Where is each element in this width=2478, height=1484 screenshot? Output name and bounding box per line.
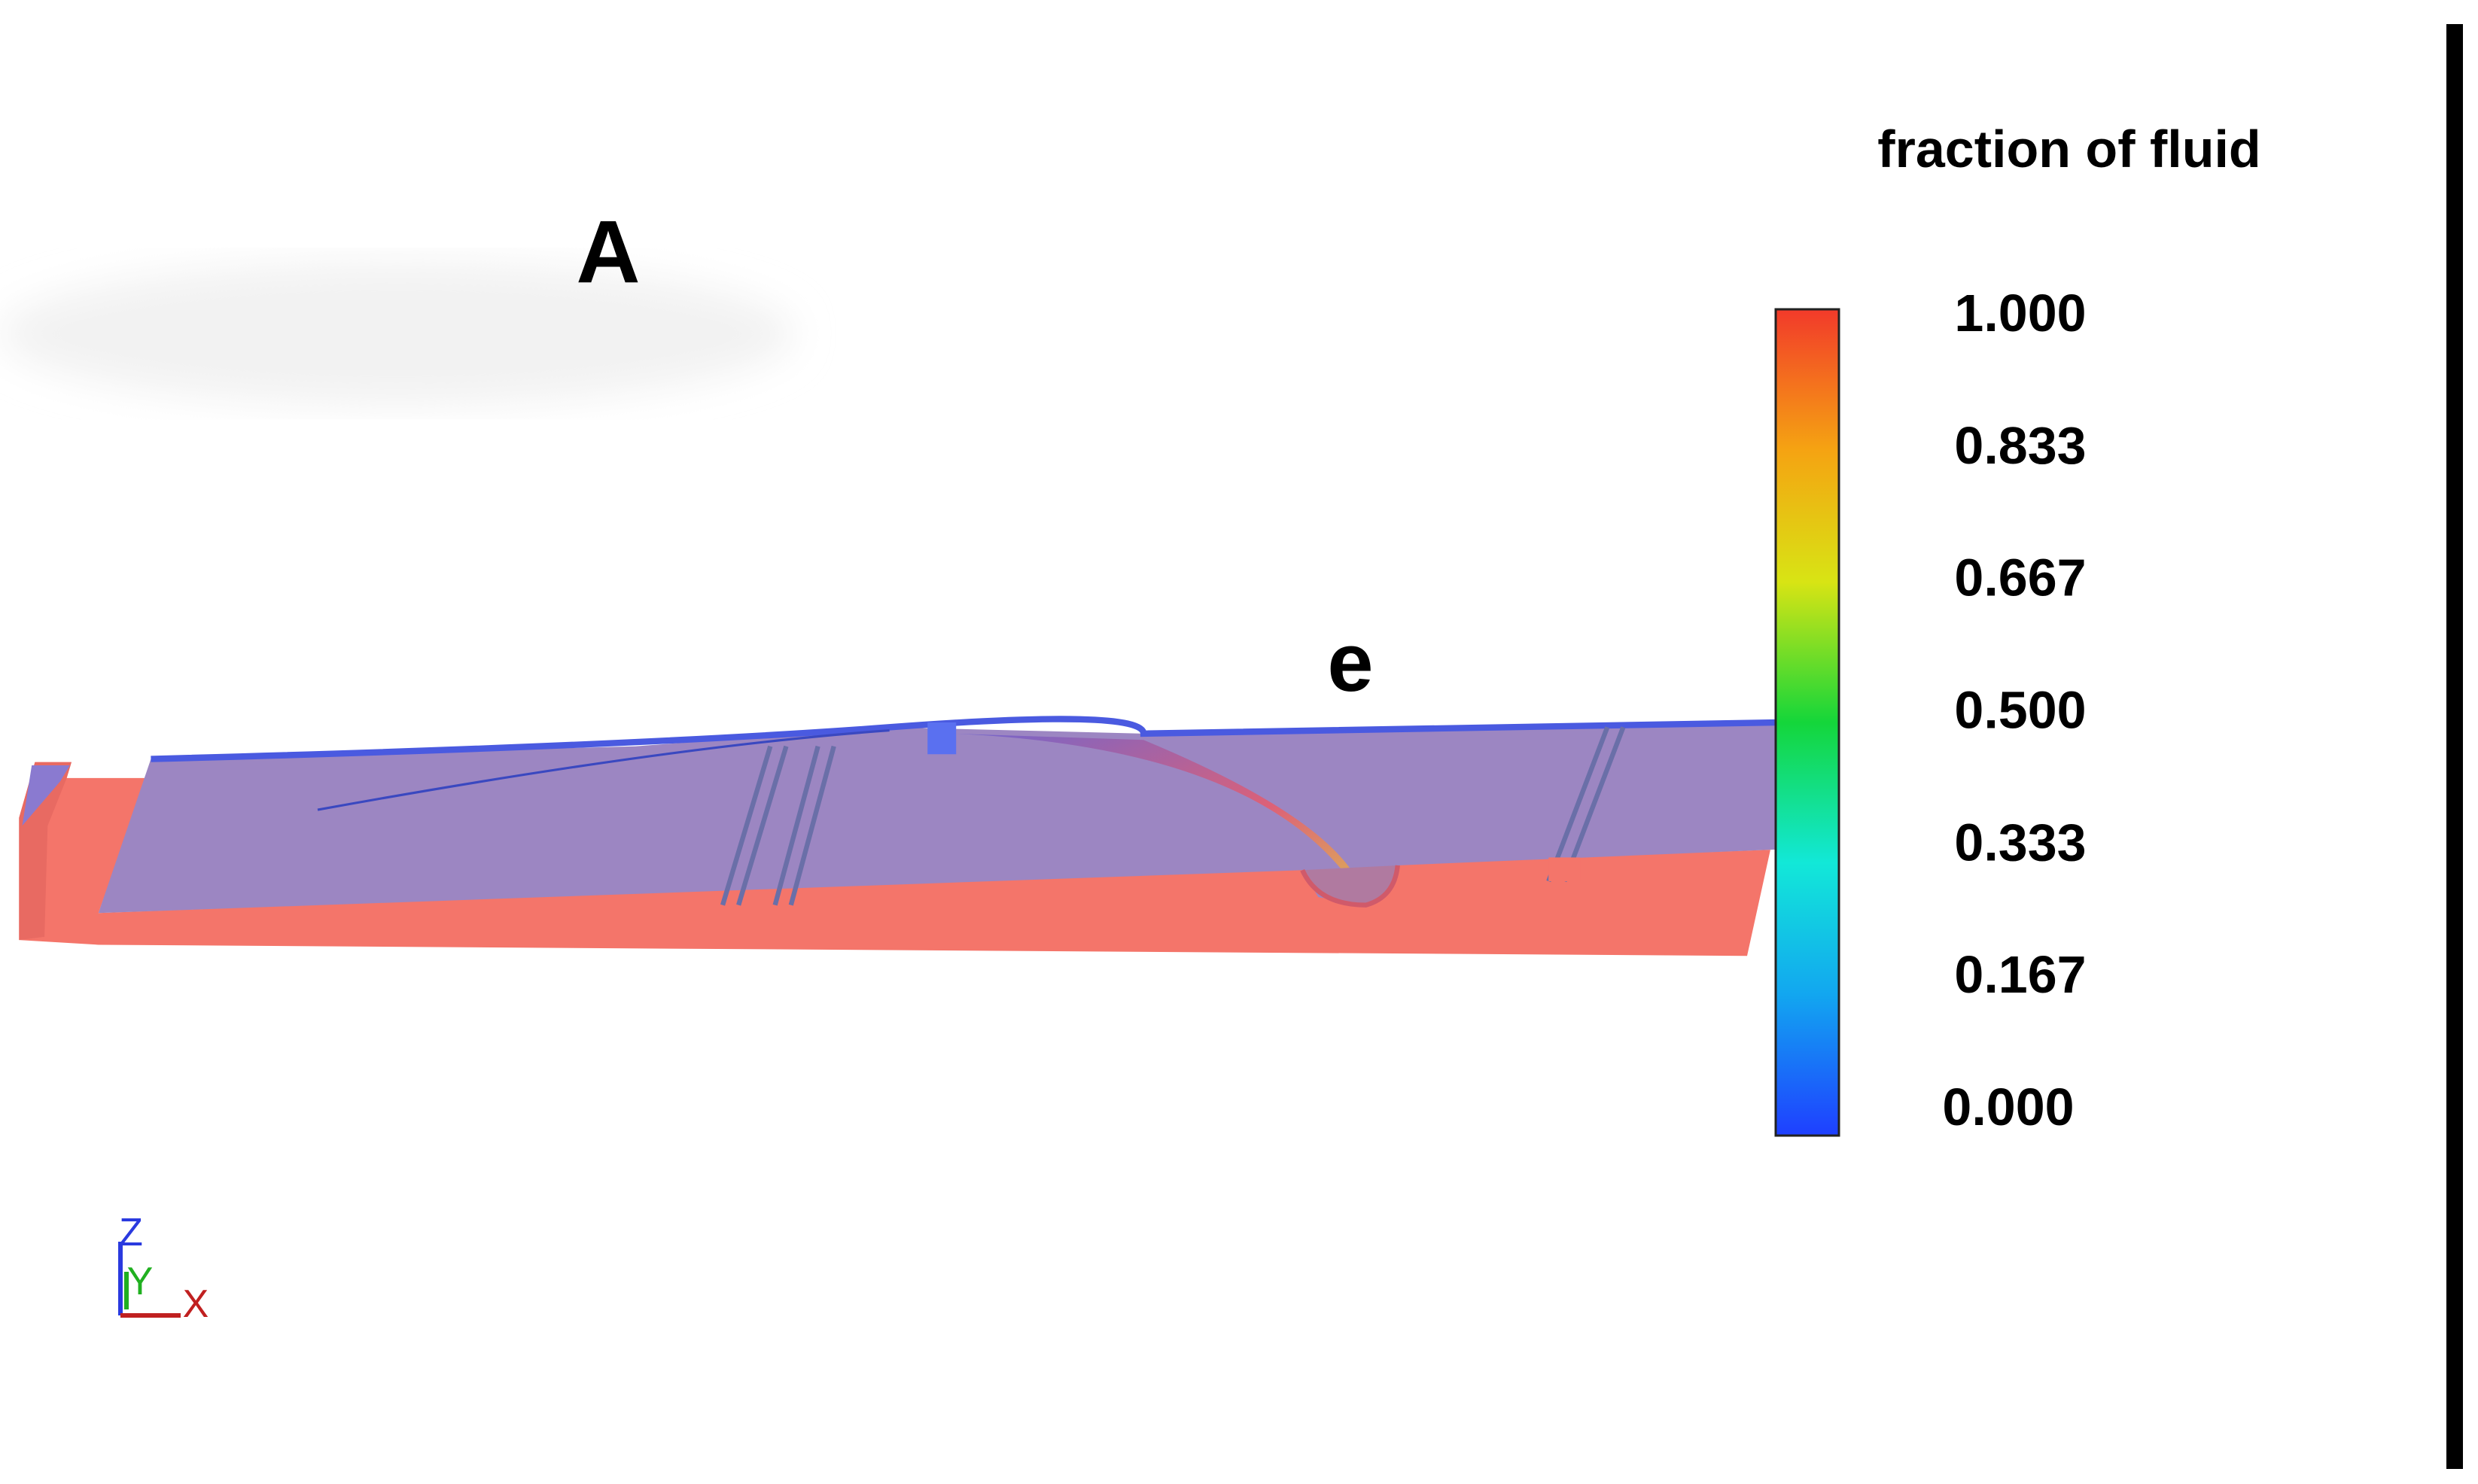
colorbar-tick-label: 1.000 <box>1954 284 2086 342</box>
axis-triad: Z Y X <box>118 1211 209 1326</box>
jet <box>952 733 1366 902</box>
frame-edge <box>2446 24 2463 1469</box>
colorbar-tick-label: 0.167 <box>1954 945 2086 1004</box>
colorbar <box>1774 308 1840 1137</box>
colorbar-tick-label: 0.500 <box>1954 681 2086 740</box>
label-a: A <box>576 202 640 302</box>
triad-z: Z <box>119 1211 143 1254</box>
cavity <box>1300 865 1400 908</box>
inlet <box>22 765 70 826</box>
fluid-region <box>98 722 1776 914</box>
posts <box>720 726 1626 906</box>
triad-y: Y <box>127 1260 154 1303</box>
label-e: e <box>1327 616 1373 709</box>
surface-trace <box>317 729 890 811</box>
slab-base <box>19 762 1776 956</box>
colorbar-tick-label: 0.333 <box>1954 813 2086 871</box>
free-surface <box>151 716 1776 762</box>
render <box>0 262 1776 956</box>
notch <box>1548 857 1581 882</box>
triad-x: X <box>183 1282 209 1326</box>
colorbar-tick-label: 0.833 <box>1954 416 2086 475</box>
colorbar-title: fraction of fluid <box>1877 120 2260 178</box>
haze <box>0 262 794 406</box>
colorbar-tick-label: 0.667 <box>1954 549 2086 607</box>
colorbar-tick-label: 0.000 <box>1942 1078 2074 1136</box>
gate <box>927 722 957 755</box>
colorbar-ticks: 1.000 0.833 0.667 0.500 0.333 0.167 0.000 <box>1942 284 2086 1136</box>
